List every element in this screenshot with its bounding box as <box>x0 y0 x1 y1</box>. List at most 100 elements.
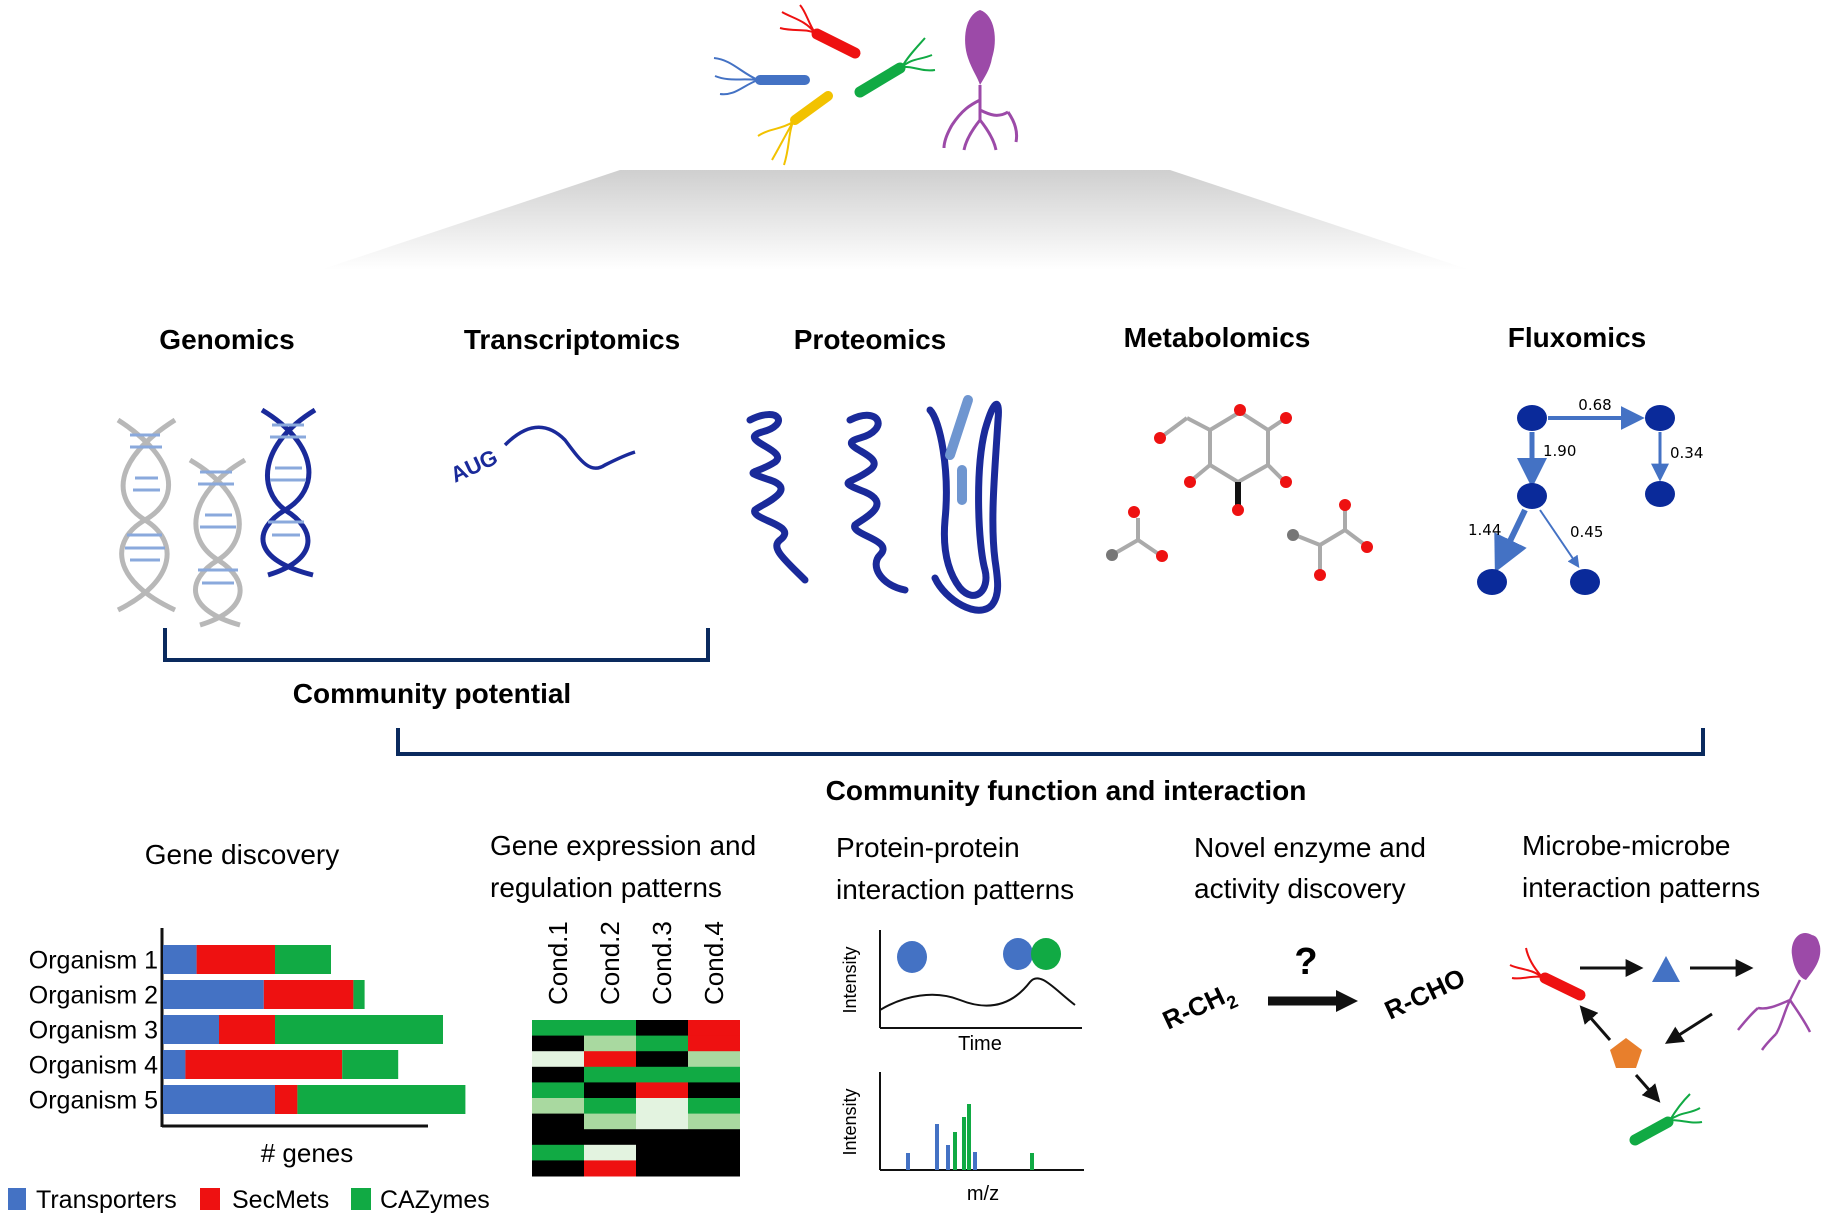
flux-network: 0.68 1.90 0.34 1.44 0.45 <box>1468 396 1703 595</box>
heatmap-cell <box>688 1113 740 1130</box>
heatmap-cell <box>532 1082 584 1099</box>
genomics-title: Genomics <box>159 324 294 355</box>
flux-value-top: 0.68 <box>1578 396 1611 414</box>
heatmap-column-label: Cond.2 <box>595 921 625 1005</box>
dna-helix-icon-1 <box>116 417 177 613</box>
heatmap-cell <box>688 1098 740 1115</box>
ppi-title-line1: Protein-protein <box>836 832 1020 863</box>
dna-helix-icon-2 <box>188 457 247 628</box>
heatmap-cell <box>636 1129 688 1146</box>
flux-value-right-down: 0.34 <box>1670 444 1703 462</box>
heatmap-cell <box>688 1020 740 1037</box>
green-bacterium-icon <box>854 37 936 98</box>
heatmap-cell <box>584 1129 636 1146</box>
heatmap-cell <box>532 1051 584 1068</box>
heatmap-cell <box>584 1051 636 1068</box>
protein-structure-icon <box>746 400 1002 614</box>
ppi-mz-chart: Intensity m/z <box>840 1072 1084 1205</box>
red-bacterium-icon <box>1509 947 1586 1001</box>
heatmap-cell <box>532 1020 584 1037</box>
green-bacterium-icon <box>1629 1093 1703 1146</box>
flux-value-left-down: 1.90 <box>1543 442 1576 460</box>
heatmap-cell <box>636 1051 688 1068</box>
transcriptomics-title: Transcriptomics <box>464 324 680 355</box>
category-label: Organism 2 <box>29 982 158 1010</box>
category-label: Organism 5 <box>29 1087 158 1115</box>
ppi-time-ylabel: Intensity <box>840 946 860 1013</box>
heatmap-cell <box>636 1098 688 1115</box>
community-potential-label: Community potential <box>293 678 571 709</box>
heatmap-cell <box>636 1020 688 1037</box>
heatmap-cell <box>584 1066 636 1083</box>
heatmap-cell <box>636 1113 688 1130</box>
gene-discovery-title: Gene discovery <box>145 839 340 870</box>
heatmap-cell <box>688 1051 740 1068</box>
legend-label-secmets: SecMets <box>232 1186 329 1214</box>
category-label: Organism 4 <box>29 1052 158 1080</box>
bar-segment <box>275 1085 298 1114</box>
heatmap-cell <box>584 1020 636 1037</box>
flux-value-bottom-right: 0.45 <box>1570 523 1603 541</box>
heatmap-cell <box>636 1160 688 1177</box>
heatmap-cell <box>688 1035 740 1052</box>
ppi-time-xlabel: Time <box>958 1033 1002 1055</box>
flux-node <box>1570 569 1600 595</box>
community-function-bracket <box>396 728 1705 756</box>
category-label: Organism 3 <box>29 1017 158 1045</box>
heatmap-cell <box>688 1066 740 1083</box>
bar-segment <box>275 1015 443 1044</box>
gene-discovery-chart: Organism 1 Organism 2 Organism 3 Organism 4… <box>29 928 466 1128</box>
heatmap-column-label: Cond.3 <box>647 921 677 1005</box>
bar-segment <box>163 1085 275 1114</box>
heatmap-cell <box>688 1144 740 1161</box>
enzyme-product: R-CHO <box>1380 962 1470 1025</box>
legend-swatch-cazymes <box>351 1188 371 1210</box>
microbe-cluster <box>713 4 1019 166</box>
mrna-strand-icon: AUG <box>447 425 636 488</box>
ppi-blue-protein-icon <box>1003 938 1033 970</box>
reaction-arrowhead <box>1336 990 1358 1012</box>
ppi-time-chart: Intensity Time <box>840 930 1082 1055</box>
heatmap-cell <box>532 1113 584 1130</box>
microbe-interaction-network <box>1509 932 1821 1146</box>
gene-chart-legend: Transporters SecMets CAZymes <box>8 1186 490 1214</box>
ppi-mz-ylabel: Intensity <box>840 1088 860 1155</box>
ppi-blue-protein-icon <box>897 941 927 973</box>
bar-segment <box>163 980 264 1009</box>
beta-strand-icon <box>945 395 973 505</box>
heatmap-cell <box>688 1082 740 1099</box>
bar-segment <box>263 980 354 1009</box>
heatmap-cell <box>532 1066 584 1083</box>
enzyme-title-line2: activity discovery <box>1194 873 1406 904</box>
enzyme-question-mark: ? <box>1294 941 1317 983</box>
heatmap-cell <box>636 1035 688 1052</box>
heatmap-cell <box>688 1160 740 1177</box>
pentagon-metabolite-icon <box>1610 1038 1642 1068</box>
bar-segment <box>297 1085 466 1114</box>
gene-expression-title-line1: Gene expression and <box>490 830 756 861</box>
enzyme-substrate: R-CH2 <box>1158 977 1241 1041</box>
bar-segment <box>163 1050 186 1079</box>
glucose-molecule-icon <box>1154 404 1292 516</box>
heatmap-cell <box>636 1066 688 1083</box>
heatmap-cell <box>584 1160 636 1177</box>
heatmap-column-label: Cond.4 <box>699 921 729 1005</box>
aug-label: AUG <box>447 444 502 487</box>
heatmap-cell <box>532 1144 584 1161</box>
heatmap-cell <box>532 1035 584 1052</box>
heatmap-cell <box>636 1082 688 1099</box>
category-label: Organism 1 <box>29 947 158 975</box>
heatmap-cell <box>532 1129 584 1146</box>
expression-heatmap: Cond.1 Cond.2 Cond.3 Cond.4 <box>532 921 740 1177</box>
heatmap-cell <box>584 1098 636 1115</box>
legend-label-transporters: Transporters <box>36 1186 177 1214</box>
yellow-bacterium-icon <box>757 91 833 166</box>
heatmap-cell <box>584 1113 636 1130</box>
ppi-green-protein-icon <box>1031 938 1061 970</box>
heatmap-column-label: Cond.1 <box>543 921 573 1005</box>
bar-segment <box>342 1050 399 1079</box>
flux-node <box>1645 405 1675 431</box>
acetate-molecule-icon <box>1106 506 1168 562</box>
bar-segment <box>219 1015 275 1044</box>
heatmap-cell <box>584 1144 636 1161</box>
